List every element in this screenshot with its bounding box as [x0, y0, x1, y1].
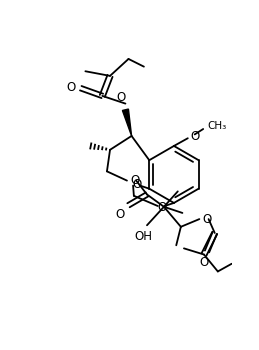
Text: O: O	[66, 81, 75, 94]
Text: OH: OH	[134, 230, 152, 243]
Text: O: O	[132, 177, 142, 190]
Text: O: O	[199, 256, 208, 269]
Text: O: O	[203, 212, 212, 226]
Text: O: O	[191, 130, 200, 143]
Text: O: O	[116, 208, 125, 221]
Polygon shape	[123, 109, 132, 136]
Text: O: O	[157, 201, 166, 214]
Text: O: O	[116, 91, 125, 104]
Text: CH₃: CH₃	[207, 121, 226, 131]
Text: O: O	[131, 174, 140, 187]
